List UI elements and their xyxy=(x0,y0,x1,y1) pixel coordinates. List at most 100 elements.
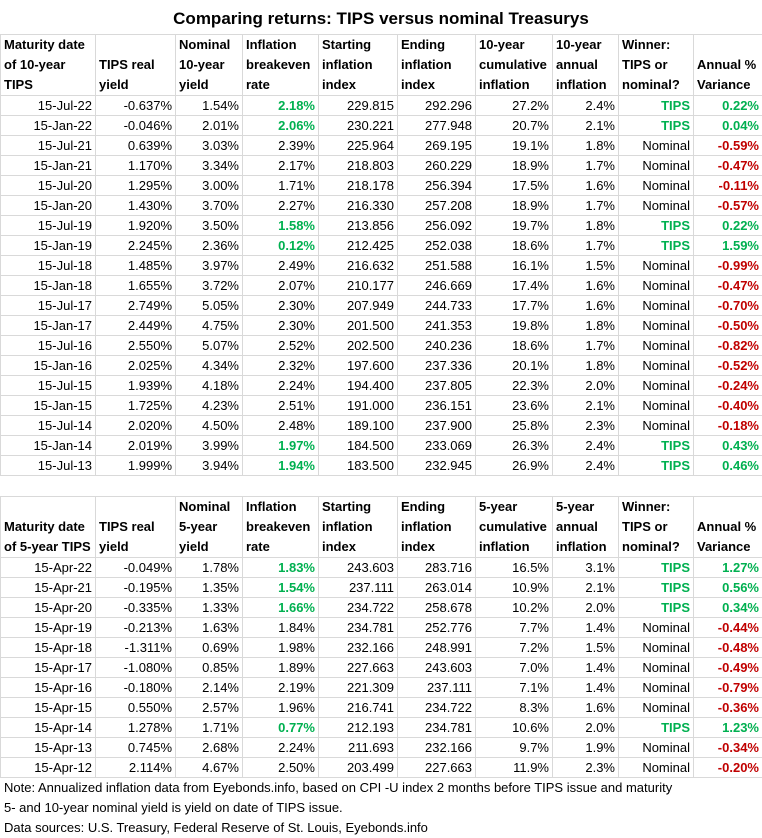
cell: -0.335% xyxy=(96,598,176,618)
cell: 260.229 xyxy=(398,156,476,176)
cell: 0.56% xyxy=(694,578,762,598)
cell: -0.99% xyxy=(694,256,762,276)
cell: 243.603 xyxy=(398,658,476,678)
cell: Nominal xyxy=(619,738,694,758)
cell: 0.69% xyxy=(176,638,243,658)
cell: 2.19% xyxy=(243,678,319,698)
cell: -0.18% xyxy=(694,416,762,436)
cell: 0.639% xyxy=(96,136,176,156)
cell: 15-Jan-18 xyxy=(1,276,96,296)
cell: 18.6% xyxy=(476,336,553,356)
cell: TIPS xyxy=(619,598,694,618)
cell: 1.278% xyxy=(96,718,176,738)
cell: 1.54% xyxy=(243,578,319,598)
cell: -0.20% xyxy=(694,758,762,778)
cell: 2.32% xyxy=(243,356,319,376)
cell: 1.63% xyxy=(176,618,243,638)
cell: 237.111 xyxy=(398,678,476,698)
cell: 210.177 xyxy=(319,276,398,296)
cell: 240.236 xyxy=(398,336,476,356)
cell: 1.59% xyxy=(694,236,762,256)
cell: 18.9% xyxy=(476,156,553,176)
cell: 0.550% xyxy=(96,698,176,718)
note: 5- and 10-year nominal yield is yield on… xyxy=(0,798,762,818)
cell: 15-Jul-14 xyxy=(1,416,96,436)
cell: 234.722 xyxy=(319,598,398,618)
cell: Nominal xyxy=(619,638,694,658)
cell: 234.781 xyxy=(319,618,398,638)
cell: 0.46% xyxy=(694,456,762,476)
cell: 2.3% xyxy=(553,416,619,436)
cell: 2.39% xyxy=(243,136,319,156)
cell: 2.020% xyxy=(96,416,176,436)
cell: Nominal xyxy=(619,758,694,778)
cell: Nominal xyxy=(619,336,694,356)
cell: 4.34% xyxy=(176,356,243,376)
cell: -0.213% xyxy=(96,618,176,638)
cell: 1.84% xyxy=(243,618,319,638)
cell: 263.014 xyxy=(398,578,476,598)
cell: 3.34% xyxy=(176,156,243,176)
header-cell: TIPS real yield xyxy=(96,35,176,96)
header-cell: Annual % Variance xyxy=(694,497,762,558)
cell: 258.678 xyxy=(398,598,476,618)
cell: -0.046% xyxy=(96,116,176,136)
header-cell: Winner: TIPS or nominal? xyxy=(619,35,694,96)
cell: 1.430% xyxy=(96,196,176,216)
cell: 237.336 xyxy=(398,356,476,376)
cell: 234.722 xyxy=(398,698,476,718)
cell: 1.6% xyxy=(553,276,619,296)
cell: 2.30% xyxy=(243,316,319,336)
cell: 243.603 xyxy=(319,558,398,578)
cell: 17.7% xyxy=(476,296,553,316)
cell: 216.632 xyxy=(319,256,398,276)
cell: 23.6% xyxy=(476,396,553,416)
cell: 0.77% xyxy=(243,718,319,738)
cell: 15-Jul-18 xyxy=(1,256,96,276)
cell: 201.500 xyxy=(319,316,398,336)
cell: 0.22% xyxy=(694,96,762,116)
cell: 3.94% xyxy=(176,456,243,476)
cell: Nominal xyxy=(619,156,694,176)
cell: 1.295% xyxy=(96,176,176,196)
cell: TIPS xyxy=(619,578,694,598)
cell: 15-Apr-14 xyxy=(1,718,96,738)
cell: 283.716 xyxy=(398,558,476,578)
header-cell: Ending inflation index xyxy=(398,497,476,558)
cell: 15-Apr-13 xyxy=(1,738,96,758)
cell: 236.151 xyxy=(398,396,476,416)
cell: 232.945 xyxy=(398,456,476,476)
cell: 1.58% xyxy=(243,216,319,236)
cell: 2.27% xyxy=(243,196,319,216)
cell: 9.7% xyxy=(476,738,553,758)
cell: 1.4% xyxy=(553,618,619,638)
cell: Nominal xyxy=(619,176,694,196)
cell: 4.18% xyxy=(176,376,243,396)
cell: 216.330 xyxy=(319,196,398,216)
cell: 1.27% xyxy=(694,558,762,578)
cell: -0.195% xyxy=(96,578,176,598)
cell: 2.025% xyxy=(96,356,176,376)
cell: 221.309 xyxy=(319,678,398,698)
cell: 2.4% xyxy=(553,456,619,476)
cell: 218.803 xyxy=(319,156,398,176)
cell: 256.394 xyxy=(398,176,476,196)
cell: 257.208 xyxy=(398,196,476,216)
cell: 292.296 xyxy=(398,96,476,116)
cell: TIPS xyxy=(619,558,694,578)
cell: 252.038 xyxy=(398,236,476,256)
cell: 2.52% xyxy=(243,336,319,356)
cell: 2.17% xyxy=(243,156,319,176)
header-cell: Maturity date of 10-year TIPS xyxy=(1,35,96,96)
cell: 1.485% xyxy=(96,256,176,276)
cell: 0.04% xyxy=(694,116,762,136)
cell: -0.59% xyxy=(694,136,762,156)
cell: -1.080% xyxy=(96,658,176,678)
cell: Nominal xyxy=(619,678,694,698)
cell: 1.71% xyxy=(176,718,243,738)
